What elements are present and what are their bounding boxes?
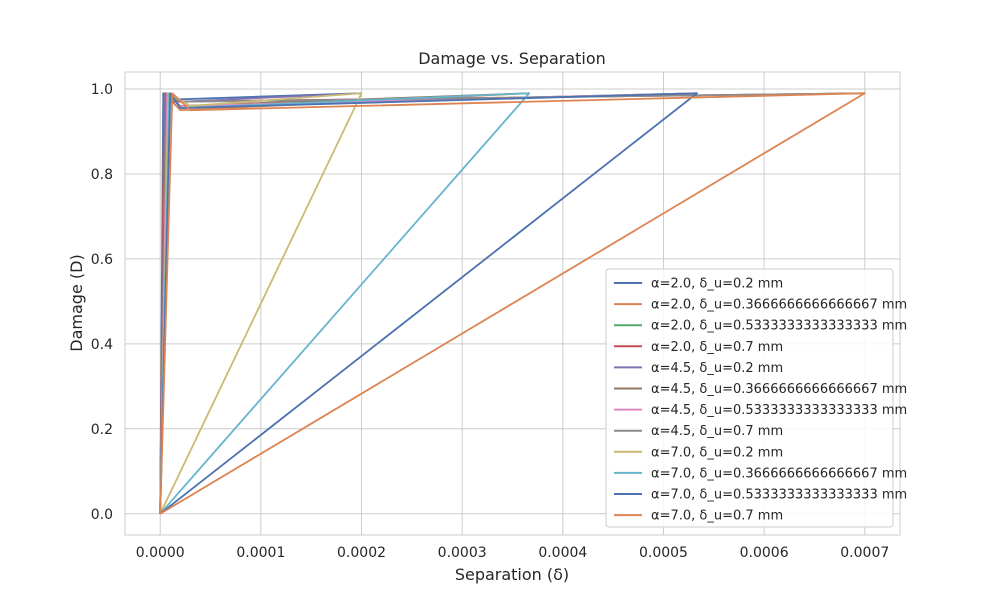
x-tick-label: 0.0007	[840, 545, 889, 561]
legend-label: α=2.0, δ_u=0.3666666666666667 mm	[651, 298, 907, 313]
x-tick-label: 0.0000	[136, 545, 185, 561]
legend-label: α=7.0, δ_u=0.3666666666666667 mm	[651, 466, 907, 481]
x-tick-label: 0.0005	[639, 545, 688, 561]
x-tick-label: 0.0001	[236, 545, 285, 561]
legend-label: α=4.5, δ_u=0.3666666666666667 mm	[651, 382, 907, 397]
y-tick-label: 1.0	[91, 82, 113, 98]
legend-label: α=2.0, δ_u=0.7 mm	[651, 340, 783, 355]
y-tick-label: 0.6	[91, 252, 113, 268]
y-tick-label: 0.0	[91, 507, 113, 523]
legend-label: α=7.0, δ_u=0.5333333333333333 mm	[651, 488, 907, 503]
legend-label: α=2.0, δ_u=0.5333333333333333 mm	[651, 319, 907, 334]
y-tick-label: 0.8	[91, 167, 113, 183]
x-axis-label: Separation (δ)	[455, 565, 569, 584]
legend: α=2.0, δ_u=0.2 mm α=2.0, δ_u=0.3666666666…	[605, 268, 907, 528]
legend-box	[605, 268, 894, 528]
legend-label: α=4.5, δ_u=0.2 mm	[651, 361, 783, 376]
series-line-11	[159, 92, 698, 515]
series-line-12	[159, 92, 866, 515]
x-tick-label: 0.0002	[337, 545, 386, 561]
legend-label: α=7.0, δ_u=0.7 mm	[651, 509, 783, 524]
chart-title: Damage vs. Separation	[418, 49, 606, 68]
x-tick-label: 0.0006	[740, 545, 789, 561]
legend-label: α=4.5, δ_u=0.7 mm	[651, 424, 783, 439]
legend-label: α=7.0, δ_u=0.2 mm	[651, 445, 783, 460]
legend-label: α=2.0, δ_u=0.2 mm	[651, 277, 783, 292]
legend-label: α=4.5, δ_u=0.5333333333333333 mm	[651, 403, 907, 418]
y-tick-label: 0.2	[91, 422, 113, 438]
series-layer	[159, 92, 866, 515]
x-tick-label: 0.0004	[538, 545, 587, 561]
y-tick-label: 0.4	[91, 337, 113, 353]
ticks: 0.0000 0.0001 0.0002 0.0003 0.0004 0.0005 0.00…	[91, 82, 890, 561]
x-tick-label: 0.0003	[438, 545, 487, 561]
y-axis-label: Damage (D)	[67, 254, 86, 351]
